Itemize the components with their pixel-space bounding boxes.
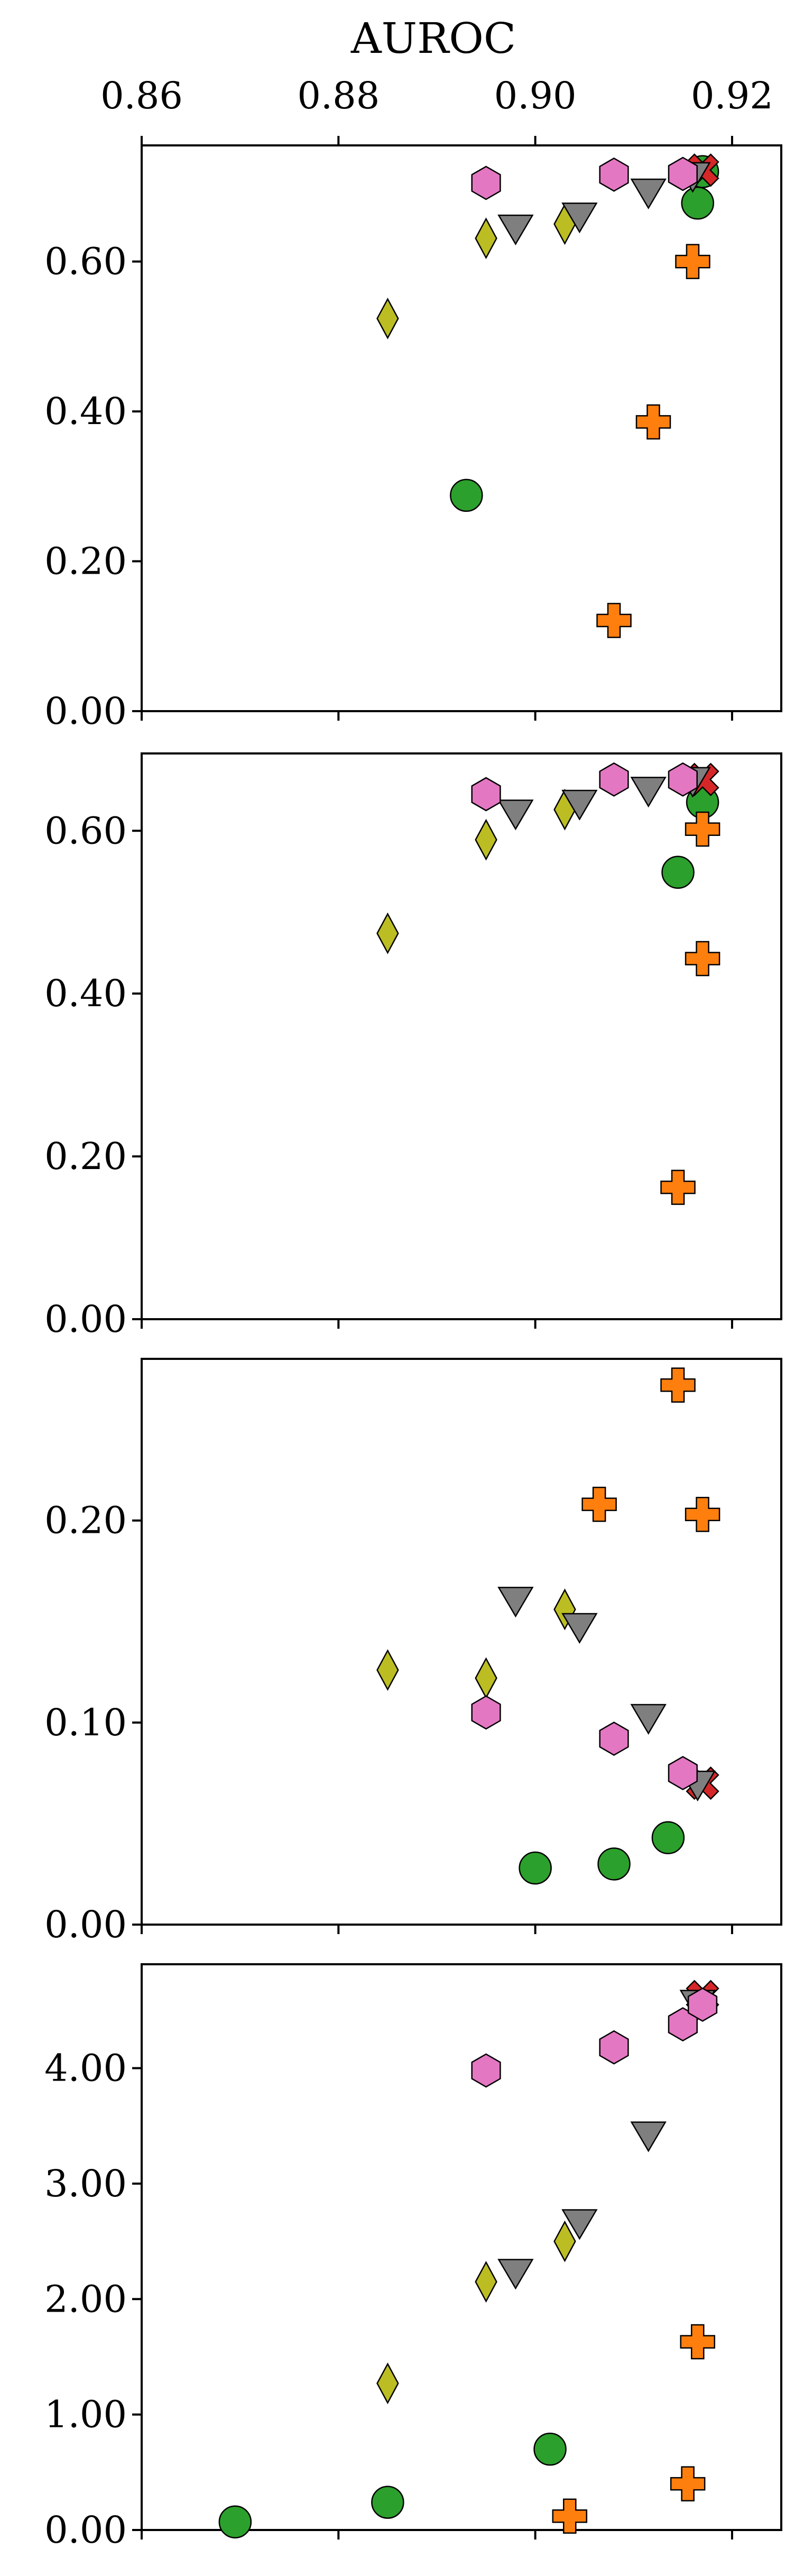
hexagon-marker <box>668 1755 698 1790</box>
y-tick-label: 0.10 <box>44 1701 127 1744</box>
triangle-down-marker <box>497 2259 534 2290</box>
y-tick-label: 4.00 <box>44 2047 127 2090</box>
y-tick-label: 2.00 <box>44 2277 127 2321</box>
triangle-down-marker <box>497 214 534 245</box>
triangle-down-marker <box>561 203 598 234</box>
panels: 0.00 0.20 0.40 0.60 0.00 0.20 0.40 0.60 0.00 0.10… <box>44 136 782 2552</box>
diamond-marker <box>376 2362 399 2405</box>
hexagon-marker <box>668 157 698 191</box>
circle-marker <box>450 479 483 512</box>
circle-marker <box>519 1851 552 1885</box>
panel-3: 0.00 0.10 0.20 <box>44 1358 782 1946</box>
panel-2: 0.00 0.20 0.40 0.60 <box>44 752 782 1341</box>
panel-frame <box>141 752 782 1320</box>
x-tick-label-top: 0.90 <box>494 74 577 117</box>
circle-marker <box>218 2505 252 2538</box>
hexagon-marker <box>599 1721 629 1756</box>
hexagon-marker <box>668 762 698 797</box>
hexagon-marker <box>599 2030 629 2065</box>
triangle-down-marker <box>630 777 667 808</box>
triangle-down-marker <box>561 1613 598 1644</box>
plus-marker <box>685 941 720 977</box>
diamond-marker <box>475 217 497 260</box>
triangle-down-marker <box>497 799 534 831</box>
plus-marker <box>581 1486 617 1522</box>
diamond-marker <box>376 1649 399 1691</box>
y-tick-label: 0.20 <box>44 540 127 583</box>
y-tick-label: 0.00 <box>44 2508 127 2552</box>
panel-frame <box>141 1963 782 2531</box>
diamond-marker <box>553 2220 576 2262</box>
hexagon-marker <box>471 165 501 200</box>
y-tick-label: 0.00 <box>44 1298 127 1341</box>
x-axis-top-tick-labels: 0.86 0.88 0.90 0.92 <box>100 74 773 117</box>
diamond-marker <box>475 2261 497 2303</box>
circle-marker <box>597 1847 631 1881</box>
y-tick-label: 3.00 <box>44 2162 127 2205</box>
plus-marker <box>596 603 632 638</box>
x-tick-label-top: 0.86 <box>100 74 183 117</box>
x-tick-label-top: 0.92 <box>691 74 773 117</box>
hexagon-marker <box>599 157 629 192</box>
hexagon-marker <box>471 1695 501 1730</box>
plus-marker <box>680 2324 716 2360</box>
y-tick-label: 0.60 <box>44 240 127 283</box>
circle-marker <box>681 186 715 220</box>
triangle-down-marker <box>630 2121 667 2152</box>
y-tick-label: 0.20 <box>44 1135 127 1178</box>
y-tick-label: 0.60 <box>44 809 127 852</box>
plus-marker <box>675 244 710 279</box>
y-tick-label: 0.20 <box>44 1499 127 1542</box>
plus-marker <box>660 1367 696 1403</box>
panel-4: 0.00 1.00 2.00 3.00 4.00 <box>44 1963 782 2552</box>
triangle-down-marker <box>497 1587 534 1618</box>
circle-marker <box>651 1821 685 1854</box>
y-tick-label: 0.40 <box>44 390 127 433</box>
x-tick-label-top: 0.88 <box>297 74 380 117</box>
circle-marker <box>371 2486 404 2519</box>
plus-marker <box>552 2498 588 2534</box>
triangle-down-marker <box>630 1704 667 1735</box>
plus-marker <box>685 811 720 847</box>
plus-marker <box>635 404 671 440</box>
panel-frame <box>141 1358 782 1926</box>
y-tick-label: 0.00 <box>44 1903 127 1946</box>
hexagon-marker <box>687 1987 718 2022</box>
diamond-marker <box>376 297 399 339</box>
plus-marker <box>685 1497 720 1532</box>
hexagon-marker <box>599 762 629 797</box>
diamond-marker <box>376 912 399 954</box>
y-tick-label: 0.40 <box>44 972 127 1015</box>
diamond-marker <box>475 818 497 861</box>
y-tick-label: 1.00 <box>44 2393 127 2436</box>
triangle-down-marker <box>561 2209 598 2240</box>
plus-marker <box>670 2466 706 2501</box>
hexagon-marker <box>471 777 501 812</box>
circle-marker <box>533 2432 567 2466</box>
panel-1: 0.00 0.20 0.40 0.60 <box>44 136 782 733</box>
triangle-down-marker <box>630 178 667 209</box>
triangle-down-marker <box>561 789 598 821</box>
circle-marker <box>661 855 695 889</box>
y-tick-label: 0.00 <box>44 689 127 733</box>
panel-frame <box>141 144 782 712</box>
plus-marker <box>660 1170 696 1205</box>
x-axis-title: AUROC <box>350 14 516 63</box>
hexagon-marker <box>471 2053 501 2088</box>
